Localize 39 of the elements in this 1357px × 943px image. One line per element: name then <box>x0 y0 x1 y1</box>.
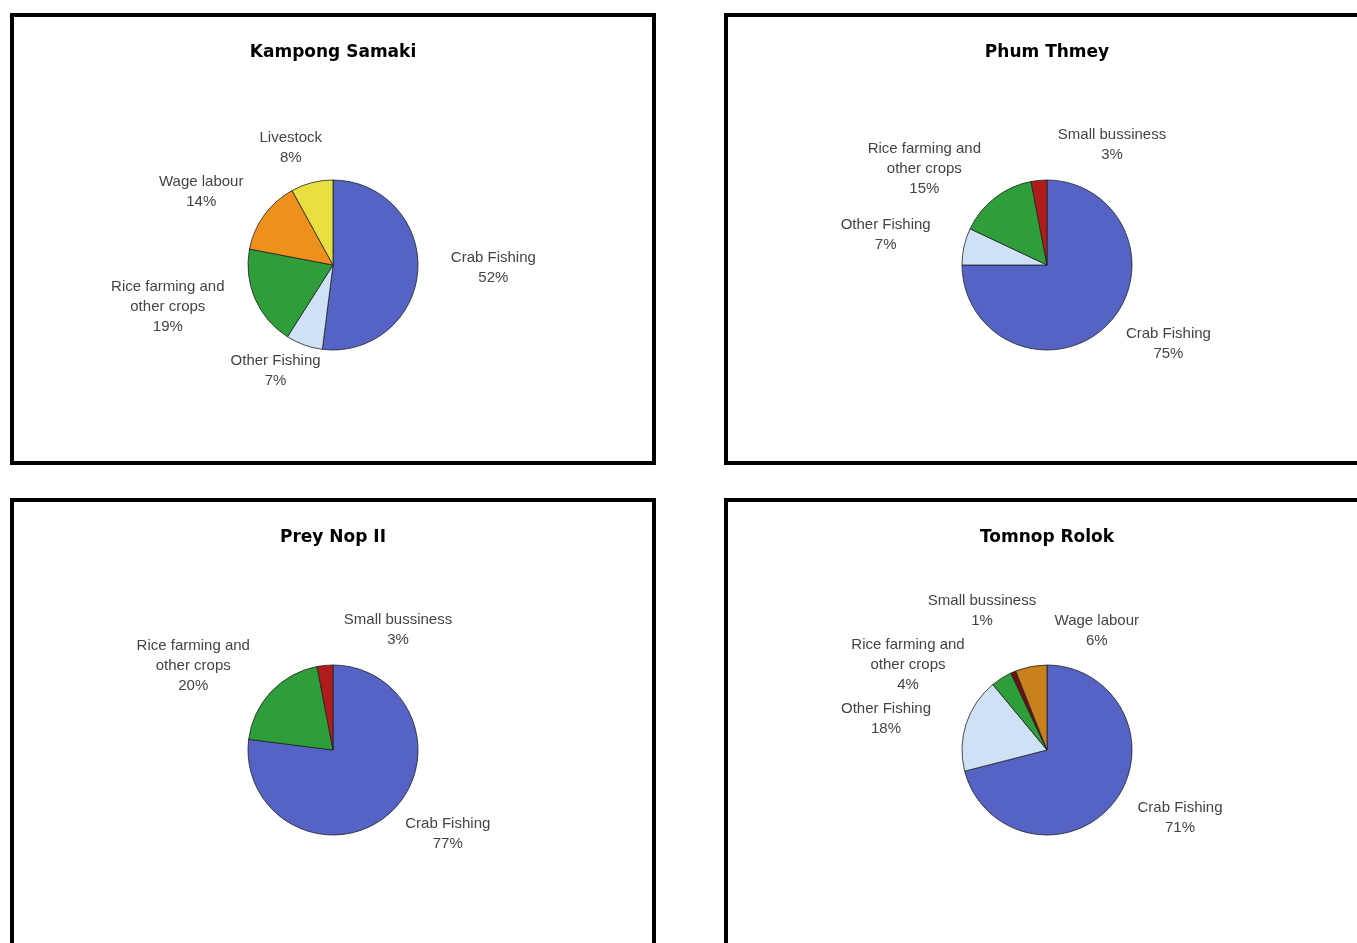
slice-label: Rice farming and other crops <box>851 635 965 673</box>
slice-label: Crab Fishing <box>450 248 536 266</box>
slice-label: Other Fishing <box>840 699 932 717</box>
data-label: 6% <box>1085 631 1108 649</box>
data-label: 77% <box>432 833 463 851</box>
data-label: 14% <box>186 192 217 210</box>
slice-label: Crab Fishing <box>1125 323 1211 341</box>
slice-label: Small bussiness <box>927 591 1037 609</box>
slice-label: Rice farming and other crops <box>136 635 250 673</box>
slice-label: Other Fishing <box>840 215 931 233</box>
slice-label: Wage labour <box>1054 611 1140 629</box>
chart-title: Prey Nop II <box>279 526 387 546</box>
slice-label: Rice farming and other crops <box>111 277 225 315</box>
chart-title: Kampong Samaki <box>249 41 417 61</box>
slice-label: Crab Fishing <box>405 813 491 831</box>
data-label: 71% <box>1165 817 1196 835</box>
chart-title: Phum Thmey <box>984 41 1110 61</box>
data-label: 20% <box>178 675 209 693</box>
chart-title: Tomnop Rolok <box>979 526 1115 546</box>
slice-label: Crab Fishing <box>1137 797 1223 815</box>
data-label: 52% <box>478 268 509 286</box>
slice-label: Rice farming and other crops <box>867 138 982 176</box>
pie-slice <box>964 664 1133 836</box>
slice-label: Other Fishing <box>230 351 321 369</box>
data-label: 75% <box>1153 343 1184 361</box>
data-label: 18% <box>870 719 902 737</box>
slice-label: Wage labour <box>158 172 244 190</box>
slice-label: Small bussiness <box>343 609 453 627</box>
data-label: 1% <box>971 611 993 629</box>
slice-label: Small bussiness <box>1057 124 1167 142</box>
data-label: 15% <box>909 178 940 196</box>
data-label: 7% <box>874 235 897 253</box>
data-label: 3% <box>1101 144 1123 162</box>
data-label: 8% <box>279 147 302 165</box>
data-label: 3% <box>387 629 409 647</box>
data-label: 4% <box>897 675 919 693</box>
data-label: 7% <box>264 371 287 389</box>
data-label: 19% <box>152 317 183 335</box>
slice-label: Livestock <box>259 127 323 145</box>
